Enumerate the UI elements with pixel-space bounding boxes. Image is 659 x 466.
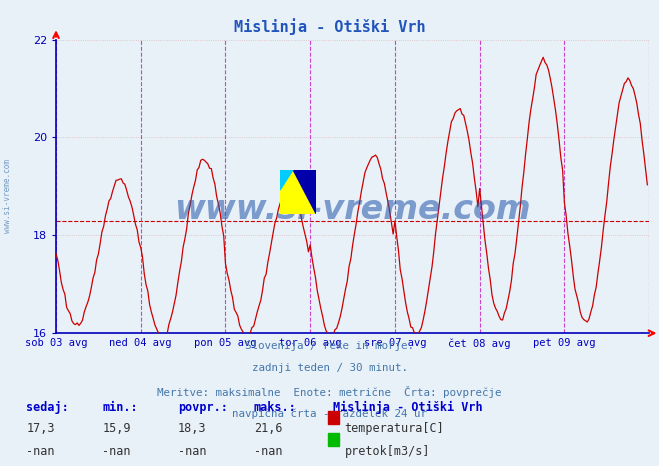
Text: www.si-vreme.com: www.si-vreme.com — [174, 193, 531, 226]
Text: Meritve: maksimalne  Enote: metrične  Črta: povprečje: Meritve: maksimalne Enote: metrične Črta… — [158, 386, 501, 398]
Text: -nan: -nan — [254, 445, 282, 458]
Text: povpr.:: povpr.: — [178, 401, 228, 414]
Text: www.si-vreme.com: www.si-vreme.com — [3, 159, 13, 233]
Text: navpična črta - razdelek 24 ur: navpična črta - razdelek 24 ur — [232, 408, 427, 419]
Text: -nan: -nan — [178, 445, 206, 458]
Text: -nan: -nan — [102, 445, 130, 458]
Polygon shape — [293, 170, 316, 214]
Text: 15,9: 15,9 — [102, 422, 130, 435]
Text: 17,3: 17,3 — [26, 422, 55, 435]
Text: Mislinja - Otiški Vrh: Mislinja - Otiški Vrh — [234, 18, 425, 34]
Text: sedaj:: sedaj: — [26, 401, 69, 414]
Polygon shape — [280, 170, 293, 190]
Text: pretok[m3/s]: pretok[m3/s] — [345, 445, 430, 458]
Text: -nan: -nan — [26, 445, 55, 458]
Text: 21,6: 21,6 — [254, 422, 282, 435]
Text: zadnji teden / 30 minut.: zadnji teden / 30 minut. — [252, 363, 407, 373]
Text: temperatura[C]: temperatura[C] — [345, 422, 444, 435]
Text: maks.:: maks.: — [254, 401, 297, 414]
Text: min.:: min.: — [102, 401, 138, 414]
Text: Mislinja - Otiški Vrh: Mislinja - Otiški Vrh — [333, 401, 482, 414]
Text: 18,3: 18,3 — [178, 422, 206, 435]
Text: Slovenija / reke in morje.: Slovenija / reke in morje. — [245, 341, 414, 351]
